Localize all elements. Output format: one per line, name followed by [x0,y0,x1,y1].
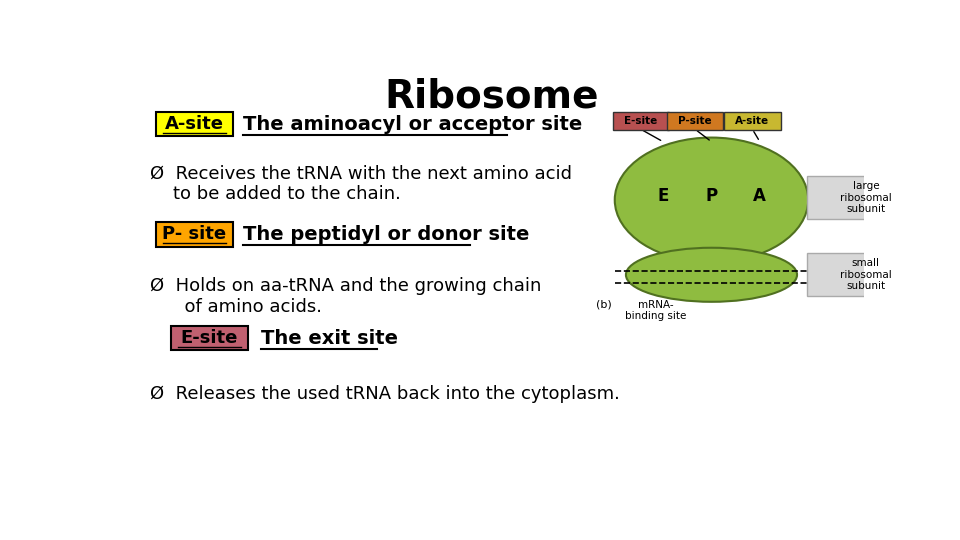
FancyBboxPatch shape [806,176,925,219]
Text: The aminoacyl or acceptor site: The aminoacyl or acceptor site [243,115,582,134]
FancyBboxPatch shape [667,112,724,130]
FancyBboxPatch shape [171,326,248,350]
Text: E-site: E-site [180,329,238,347]
FancyBboxPatch shape [724,112,780,130]
Ellipse shape [614,138,808,262]
Text: E: E [658,187,669,205]
Text: (b): (b) [596,300,612,310]
Text: The exit site: The exit site [261,329,398,348]
Text: A: A [754,187,766,205]
Text: Ø  Holds on aa-tRNA and the growing chain
      of amino acids.: Ø Holds on aa-tRNA and the growing chain… [150,277,541,316]
Text: P-site: P-site [679,116,712,126]
FancyBboxPatch shape [156,222,233,246]
Text: Ribosome: Ribosome [385,77,599,115]
Text: P- site: P- site [162,225,227,243]
Text: E-site: E-site [624,116,658,126]
Text: mRNA-
binding site: mRNA- binding site [625,300,686,321]
Text: A-site: A-site [735,116,770,126]
Text: A-site: A-site [165,115,224,133]
Text: Ø  Releases the used tRNA back into the cytoplasm.: Ø Releases the used tRNA back into the c… [150,385,619,403]
Text: large
ribosomal
subunit: large ribosomal subunit [840,181,892,214]
FancyBboxPatch shape [156,112,233,136]
Text: small
ribosomal
subunit: small ribosomal subunit [840,258,892,292]
Ellipse shape [626,248,797,302]
Text: Ø  Receives the tRNA with the next amino acid
    to be added to the chain.: Ø Receives the tRNA with the next amino … [150,165,572,204]
Text: The peptidyl or donor site: The peptidyl or donor site [243,225,529,244]
FancyBboxPatch shape [612,112,669,130]
Text: P: P [706,187,717,205]
FancyBboxPatch shape [806,253,925,296]
